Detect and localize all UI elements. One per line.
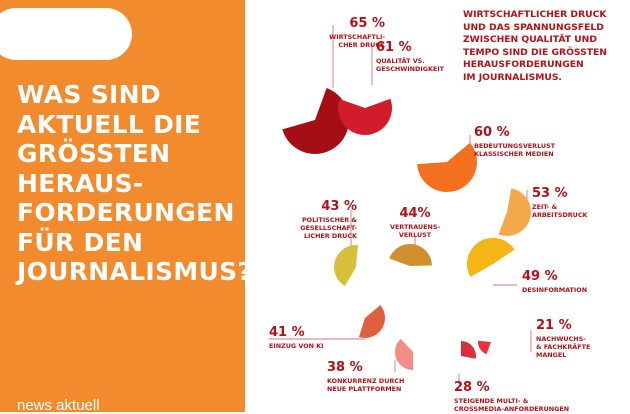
data-label: 43 % <box>321 199 357 214</box>
category-item: 49 % DESINFORMATION <box>522 269 612 294</box>
category-item: 65 % WIRTSCHAFTLI- CHER DRUCK <box>295 16 385 49</box>
category-label: POLITISCHER & GESELLSCHAFT- LICHER DRUCK <box>300 216 357 240</box>
data-label: 65 % <box>349 16 385 31</box>
pie-slice <box>477 340 491 355</box>
category-item: 43 % POLITISCHER & GESELLSCHAFT- LICHER D… <box>275 199 357 240</box>
white-pill-shape <box>0 8 132 60</box>
data-label: 53 % <box>532 186 568 201</box>
data-label: 21 % <box>536 318 572 333</box>
category-label: VERTRAUENS- VERLUST <box>390 223 441 239</box>
data-label: 41 % <box>269 325 305 340</box>
pie-slice <box>358 305 386 338</box>
category-item: 38 % KONKURRENZ DURCH NEUE PLATTFORMEN <box>327 360 437 393</box>
category-label: NACHWUCHS- & FACHKRÄFTE MANGEL <box>536 335 591 359</box>
category-label: EINZUG VON KI <box>269 342 324 350</box>
category-item: 28 % STEIGENDE MULTI- & CROSSMEDIA-ANFORD… <box>454 380 604 413</box>
pie-slice <box>334 245 358 287</box>
category-label: STEIGENDE MULTI- & CROSSMEDIA-ANFORDERUN… <box>454 397 570 413</box>
pie-slice <box>498 188 531 236</box>
category-item: 21 % NACHWUCHS- & FACHKRÄFTE MANGEL <box>536 318 616 359</box>
category-label: KONKURRENZ DURCH NEUE PLATTFORMEN <box>327 377 405 393</box>
summary-note: WIRTSCHAFTLICHER DRUCK UND DAS SPANNUNGS… <box>463 9 607 83</box>
category-label: ZEIT- & ARBEITSDRUCK <box>532 203 588 219</box>
data-label: 28 % <box>454 380 490 395</box>
pie-slice <box>282 88 350 155</box>
headline: WAS SIND AKTUELL DIE GRÖSSTEN HERAUS- FO… <box>17 80 253 286</box>
category-item: 53 % ZEIT- & ARBEITSDRUCK <box>532 186 612 219</box>
pie-slice <box>466 237 515 277</box>
chart-svg <box>269 25 532 384</box>
chart-area: WIRTSCHAFTLICHER DRUCK UND DAS SPANNUNGS… <box>245 0 630 413</box>
category-label: QUALITÄT VS. GESCHWINDIGKEIT <box>376 57 445 73</box>
news-aktuell-logo: news aktuell <box>17 397 100 414</box>
pie-slice <box>337 98 392 135</box>
category-label: DESINFORMATION <box>522 286 588 294</box>
category-item: 60 % BEDEUTUNGSVERLUST KLASSISCHER MEDIEN <box>474 125 584 158</box>
pie-slice <box>461 341 476 359</box>
data-label: 60 % <box>474 125 510 140</box>
data-label: 44% <box>399 206 431 221</box>
left-panel: WAS SIND AKTUELL DIE GRÖSSTEN HERAUS- FO… <box>0 0 253 414</box>
category-item: 61 % QUALITÄT VS. GESCHWINDIGKEIT <box>376 40 486 73</box>
category-item: 44% VERTRAUENS- VERLUST <box>390 206 440 239</box>
pie-slice <box>395 338 413 370</box>
category-label: BEDEUTUNGSVERLUST KLASSISCHER MEDIEN <box>474 142 556 158</box>
data-label: 38 % <box>327 360 363 375</box>
data-label: 61 % <box>376 40 412 55</box>
category-item: 41 % EINZUG VON KI <box>269 325 359 350</box>
pie-slice <box>389 244 432 266</box>
data-label: 49 % <box>522 269 558 284</box>
pie-slice <box>417 142 477 193</box>
category-label: WIRTSCHAFTLI- CHER DRUCK <box>329 33 385 49</box>
